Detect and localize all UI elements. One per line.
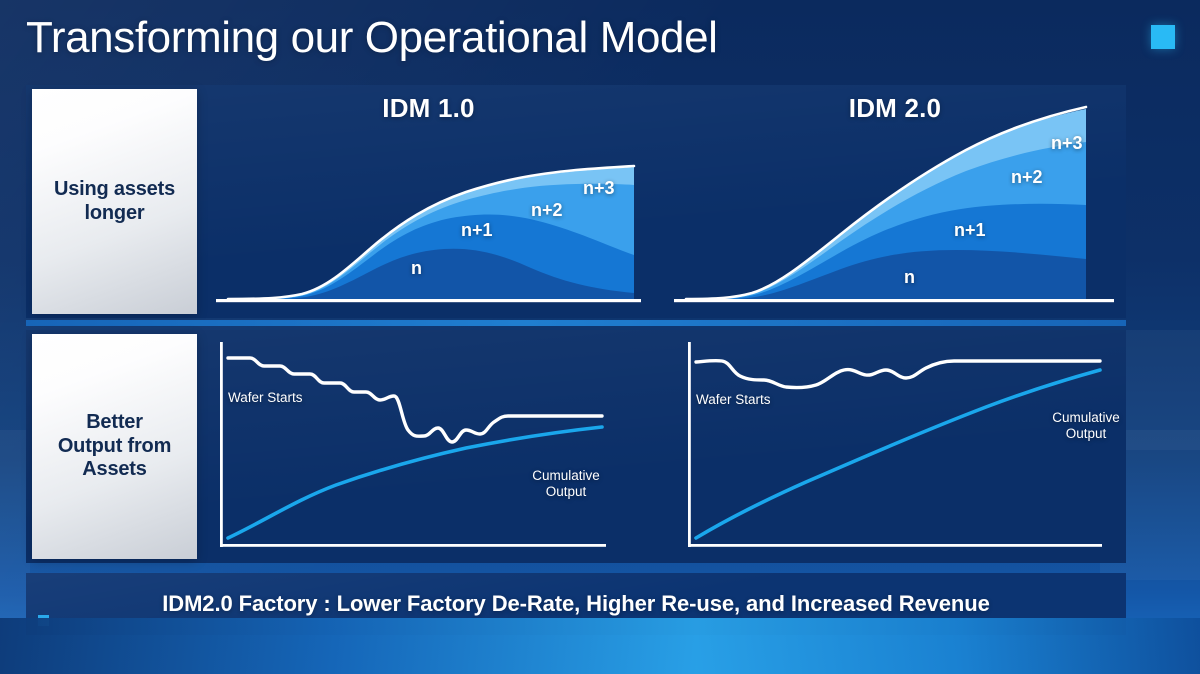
idm-2-0-output-svg [688,342,1102,547]
cumulative-output-line [694,368,1102,540]
idm-1-0-output-chart: Wafer Starts Cumulative Output [206,330,651,563]
wafer-starts-line [694,358,1102,390]
area-band-n [228,248,634,300]
cumulative-output-line [226,425,604,540]
row-panel [26,330,1126,563]
y-axis [688,342,691,547]
row-divider [26,320,1126,326]
page-title: Transforming our Operational Model [26,13,718,62]
accent-square-icon [38,615,49,626]
idm-2-0-heading: IDM 2.0 [848,93,942,123]
wafer-starts-line [226,356,604,444]
y-axis [220,342,223,547]
idm-1-0-assets-chart: IDM 1.0 n n+1 n+2 n+3 [206,85,651,318]
better-output-from-assets-card: Better Output from Assets [32,334,197,559]
x-axis [688,544,1102,547]
idm-1-0-heading: IDM 1.0 [382,93,475,123]
using-assets-longer-label: Using assets longer [54,177,175,224]
using-assets-longer-card: Using assets longer [32,89,197,314]
row-using-assets-longer: Using assets longer IDM 1.0 n n+1 n+2 n+… [26,85,1126,318]
total-outline [684,105,1088,301]
intel-square-icon [1151,25,1175,49]
idm-1-0-output-svg [220,342,606,547]
idm-1-0-assets-svg [216,164,641,303]
baseline-axis [674,299,1114,303]
better-output-from-assets-label: Better Output from Assets [57,411,172,481]
area-band-n [686,250,1086,300]
total-outline [226,164,636,301]
summary-banner: IDM2.0 Factory : Lower Factory De-Rate, … [26,573,1126,635]
x-axis [220,544,606,547]
summary-banner-text: IDM2.0 Factory : Lower Factory De-Rate, … [162,591,990,616]
idm-2-0-assets-chart: IDM 2.0 n n+1 n+2 n+3 [666,85,1124,318]
baseline-axis [216,299,641,303]
row-better-output-from-assets: Better Output from Assets Wafer Starts C… [26,330,1126,563]
idm-2-0-output-chart: Wafer Starts Cumulative Output [666,330,1124,563]
idm-2-0-assets-svg [674,105,1114,303]
slide-header: Transforming our Operational Model [0,0,1200,78]
